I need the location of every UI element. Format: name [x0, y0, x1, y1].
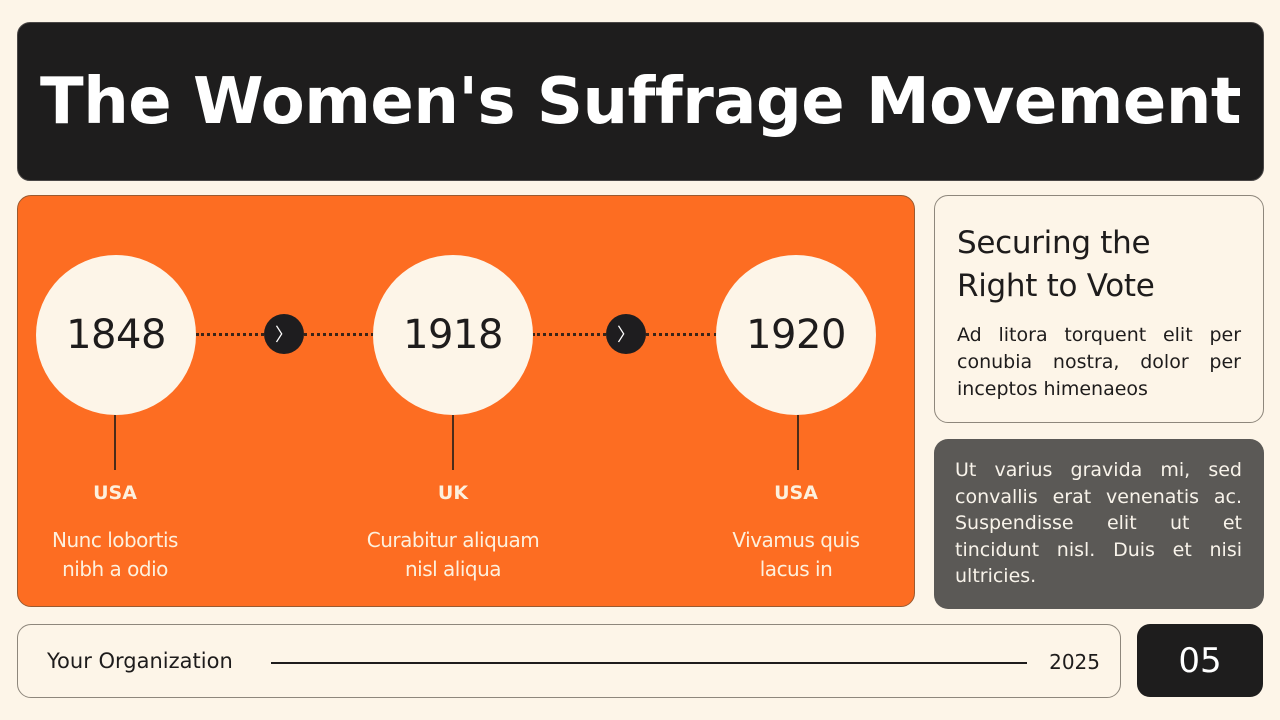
title-bar: The Women's Suffrage Movement	[17, 22, 1264, 181]
description-line: Curabitur aliquam	[366, 528, 540, 552]
heading-line: Right to Vote	[957, 268, 1155, 304]
footer-bar: Your Organization 2025	[17, 624, 1121, 698]
description-line: nisl aliqua	[404, 557, 502, 581]
year-circle-1918: 1918	[373, 255, 533, 415]
note-card: Ut varius gravida mi, sed convallis erat…	[934, 439, 1264, 609]
footer-year: 2025	[1049, 650, 1100, 674]
info-card-heading: Securing the Right to Vote	[957, 222, 1241, 308]
timeline-connector	[646, 333, 717, 336]
description-line: lacus in	[759, 557, 833, 581]
heading-line: Securing the	[957, 225, 1151, 261]
timeline-connector	[196, 333, 264, 336]
chevron-right-icon: 〉	[264, 314, 304, 354]
year-circle-1920: 1920	[716, 255, 876, 415]
footer-divider	[271, 662, 1027, 664]
info-card-body: Ad litora torquent elit per conubia nost…	[957, 324, 1241, 400]
milestone-year: 1848	[66, 312, 166, 358]
page-number: 05	[1178, 640, 1222, 681]
milestone-country: USA	[93, 482, 137, 504]
milestone-stem	[114, 415, 116, 470]
milestone-stem	[797, 415, 799, 470]
description-line: nibh a odio	[62, 557, 168, 581]
footer-organization: Your Organization	[47, 649, 233, 673]
milestone-description: Vivamus quis lacus in	[676, 526, 916, 584]
note-card-body: Ut varius gravida mi, sed convallis erat…	[955, 459, 1242, 588]
chevron-glyph: 〉	[275, 325, 293, 346]
milestone-country: USA	[774, 482, 818, 504]
timeline-connector	[532, 333, 606, 336]
chevron-right-icon: 〉	[606, 314, 646, 354]
page-title: The Women's Suffrage Movement	[40, 64, 1241, 139]
milestone-stem	[452, 415, 454, 470]
description-line: Vivamus quis	[732, 528, 860, 552]
year-circle-1848: 1848	[36, 255, 196, 415]
page-number-badge: 05	[1137, 624, 1263, 697]
timeline-connector	[304, 333, 374, 336]
milestone-description: Nunc lobortis nibh a odio	[0, 526, 235, 584]
milestone-country: UK	[437, 482, 469, 504]
chevron-glyph: 〉	[617, 325, 635, 346]
milestone-year: 1920	[746, 312, 846, 358]
description-line: Nunc lobortis	[52, 528, 178, 552]
milestone-description: Curabitur aliquam nisl aliqua	[333, 526, 573, 584]
milestone-year: 1918	[403, 312, 503, 358]
info-card: Securing the Right to Vote Ad litora tor…	[934, 195, 1264, 423]
